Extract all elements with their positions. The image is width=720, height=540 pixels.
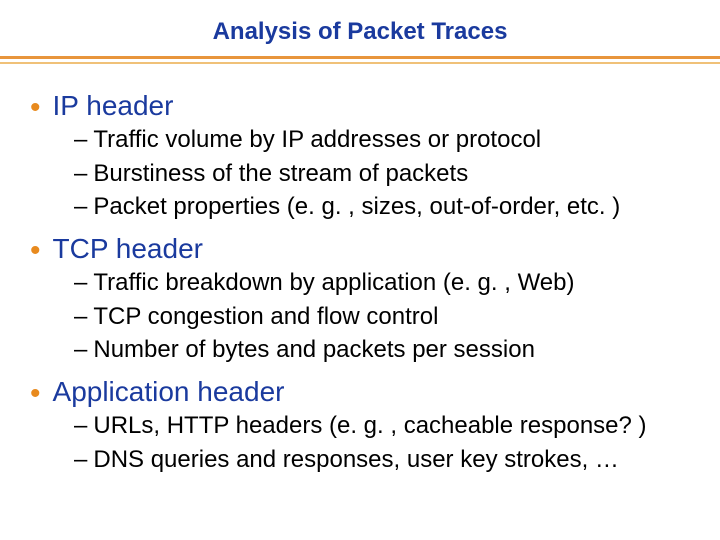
bullet-item: • Application header	[30, 376, 692, 408]
bullet-heading: TCP header	[53, 233, 203, 265]
bullet-heading: IP header	[53, 90, 174, 122]
sub-item: – URLs, HTTP headers (e. g. , cacheable …	[74, 410, 692, 442]
sub-item: – TCP congestion and flow control	[74, 301, 692, 333]
dash-icon: –	[74, 160, 87, 188]
sub-text: Packet properties (e. g. , sizes, out-of…	[93, 191, 620, 223]
bullet-heading: Application header	[53, 376, 285, 408]
dash-icon: –	[74, 412, 87, 440]
slide-title: Analysis of Packet Traces	[28, 18, 692, 46]
slide-content: • IP header – Traffic volume by IP addre…	[28, 90, 692, 475]
sub-text: Number of bytes and packets per session	[93, 334, 535, 366]
sub-item: – Traffic volume by IP addresses or prot…	[74, 124, 692, 156]
bullet-item: • TCP header	[30, 233, 692, 265]
sub-text: URLs, HTTP headers (e. g. , cacheable re…	[93, 410, 646, 442]
divider-bar-top	[0, 56, 720, 59]
sub-item: – Traffic breakdown by application (e. g…	[74, 267, 692, 299]
sub-list: – URLs, HTTP headers (e. g. , cacheable …	[74, 410, 692, 475]
dash-icon: –	[74, 193, 87, 221]
sub-text: Burstiness of the stream of packets	[93, 158, 468, 190]
dash-icon: –	[74, 126, 87, 154]
sub-text: Traffic breakdown by application (e. g. …	[93, 267, 574, 299]
dash-icon: –	[74, 269, 87, 297]
sub-list: – Traffic breakdown by application (e. g…	[74, 267, 692, 366]
sub-item: – Burstiness of the stream of packets	[74, 158, 692, 190]
dash-icon: –	[74, 303, 87, 331]
sub-item: – Packet properties (e. g. , sizes, out-…	[74, 191, 692, 223]
sub-item: – Number of bytes and packets per sessio…	[74, 334, 692, 366]
title-divider	[28, 56, 692, 68]
bullet-item: • IP header	[30, 90, 692, 122]
sub-text: DNS queries and responses, user key stro…	[93, 444, 619, 476]
sub-text: Traffic volume by IP addresses or protoc…	[93, 124, 541, 156]
slide: Analysis of Packet Traces • IP header – …	[0, 0, 720, 540]
divider-bar-bottom	[0, 62, 720, 64]
bullet-dot-icon: •	[30, 379, 41, 409]
dash-icon: –	[74, 446, 87, 474]
bullet-dot-icon: •	[30, 93, 41, 123]
sub-text: TCP congestion and flow control	[93, 301, 438, 333]
dash-icon: –	[74, 336, 87, 364]
sub-list: – Traffic volume by IP addresses or prot…	[74, 124, 692, 223]
bullet-dot-icon: •	[30, 236, 41, 266]
sub-item: – DNS queries and responses, user key st…	[74, 444, 692, 476]
